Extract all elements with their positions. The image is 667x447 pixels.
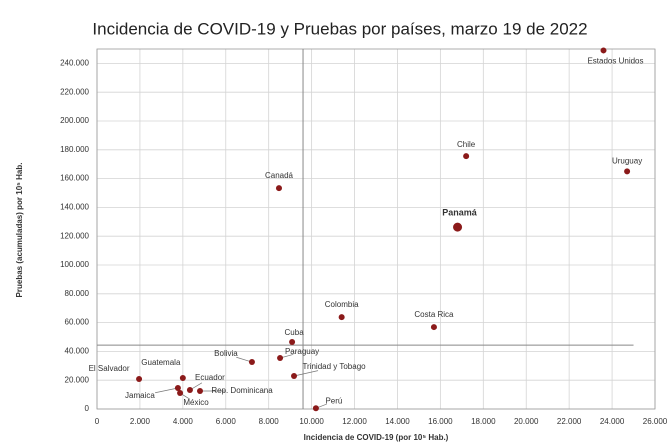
y-tick-label: 220.000: [60, 87, 89, 96]
point: [136, 376, 143, 383]
point-label: Colombia: [325, 300, 359, 309]
y-tick-label: 200.000: [60, 116, 89, 125]
plot-frame: [96, 48, 656, 410]
point-label: Trinidad y Tobago: [302, 362, 366, 371]
point: [177, 390, 184, 397]
point-label: Uruguay: [612, 157, 642, 166]
point: [179, 375, 186, 382]
x-tick-label: 10.000: [299, 417, 324, 426]
point-label: El Salvador: [89, 364, 130, 373]
chart-title: Incidencia de COVID-19 y Pruebas por paí…: [92, 19, 587, 38]
point: [430, 324, 437, 331]
leader-line: [155, 387, 178, 394]
x-tick-label: 14.000: [385, 417, 410, 426]
y-tick-label: 240.000: [60, 59, 89, 68]
point-label: Perú: [325, 396, 342, 405]
y-tick-label: 20.000: [65, 375, 90, 384]
y-tick-label: 80.000: [65, 289, 90, 298]
y-axis-label: Pruebas (acumuladas) por 10⁵ Hab.: [15, 163, 24, 298]
y-tick-label: 0: [85, 404, 90, 413]
point: [186, 386, 193, 393]
point: [174, 384, 181, 391]
point: [463, 153, 470, 160]
y-tick-label: 140.000: [60, 203, 89, 212]
point: [289, 339, 296, 346]
point: [600, 47, 607, 54]
x-tick-label: 24.000: [600, 417, 625, 426]
y-tick-label: 40.000: [65, 347, 90, 356]
point: [197, 388, 204, 394]
point-label: Jamaica: [125, 391, 155, 400]
point-label: Costa Rica: [414, 310, 454, 319]
point-label: Guatemala: [141, 358, 181, 367]
point-label: México: [183, 398, 209, 407]
y-tick-label: 100.000: [60, 260, 89, 269]
y-tick-label: 60.000: [65, 318, 90, 327]
point-label: Rep. Dominicana: [211, 386, 273, 395]
x-tick-label: 12.000: [342, 417, 367, 426]
point-label: Cuba: [285, 328, 305, 337]
point: [453, 222, 463, 232]
x-tick-label: 26.000: [643, 417, 667, 426]
x-axis-label: Incidencia de COVID-19 (por 10⁵ Hab.): [304, 433, 449, 442]
x-tick-label: 8.000: [259, 417, 280, 426]
x-tick-label: 18.000: [471, 417, 496, 426]
point: [277, 355, 284, 362]
point-label: Canadá: [265, 171, 294, 180]
point: [248, 359, 255, 366]
x-tick-label: 2.000: [130, 417, 151, 426]
y-tick-label: 120.000: [60, 231, 89, 240]
point-label: Ecuador: [195, 373, 225, 382]
point: [624, 168, 631, 175]
x-tick-label: 6.000: [216, 417, 237, 426]
point-label: Bolivia: [214, 349, 238, 358]
y-tick-label: 160.000: [60, 174, 89, 183]
x-tick-label: 4.000: [173, 417, 194, 426]
y-tick-label: 180.000: [60, 145, 89, 154]
point-label: Paraguay: [285, 347, 319, 356]
point-label: Chile: [457, 140, 476, 149]
x-tick-label: 16.000: [428, 417, 453, 426]
point-label: Panamá: [442, 208, 478, 218]
point: [291, 373, 298, 380]
point: [338, 314, 345, 321]
x-tick-label: 0: [95, 417, 100, 426]
leader-line: [293, 370, 319, 377]
x-tick-label: 20.000: [514, 417, 539, 426]
point: [275, 185, 282, 192]
x-tick-label: 22.000: [557, 417, 582, 426]
point: [312, 405, 319, 412]
point-label: Estados Unidos: [587, 57, 643, 66]
